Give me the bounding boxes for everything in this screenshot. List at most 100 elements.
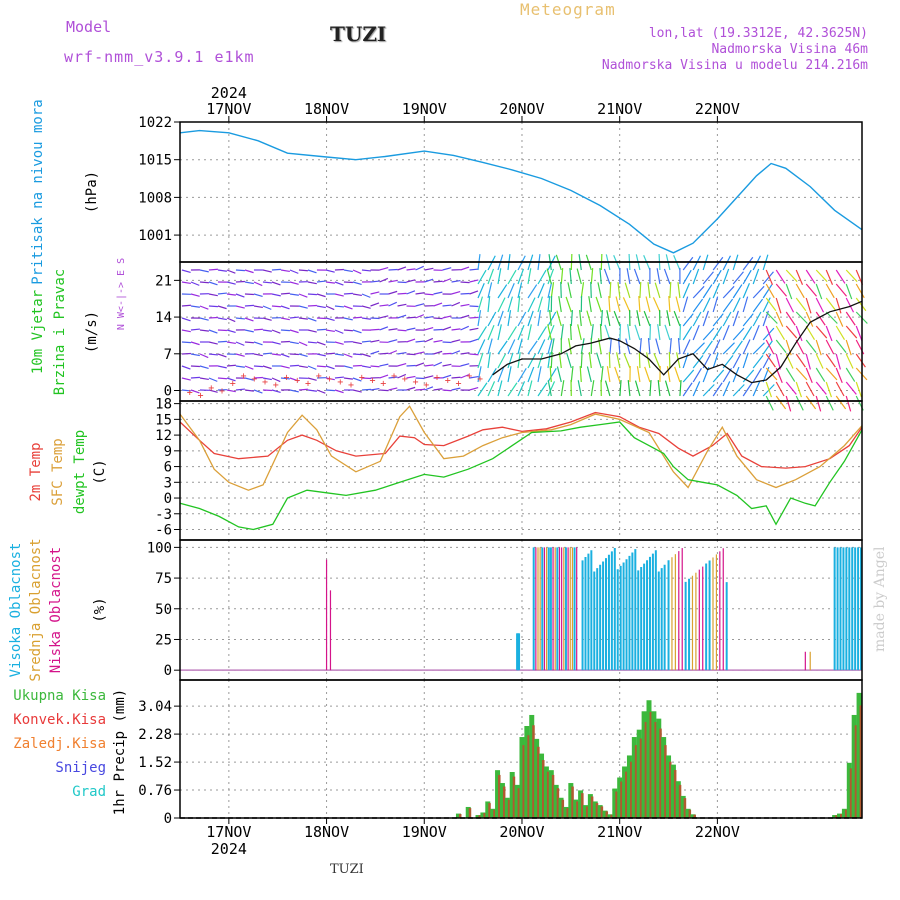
- wind-arrow: [742, 326, 753, 341]
- pressure-ytick-label: 1015: [138, 153, 172, 169]
- wind-arrow: [722, 311, 732, 327]
- wind-arrow: [762, 284, 773, 299]
- precip-bar: [573, 799, 579, 818]
- precip-legend-item: Snijeg: [55, 760, 106, 776]
- wind-arrow: [181, 329, 191, 333]
- wind-arrow: [325, 352, 335, 355]
- precip-conv-bar: [517, 788, 521, 818]
- wind-arrow: [762, 340, 773, 355]
- wind-arrow: [644, 366, 651, 383]
- precip-bar: [602, 810, 608, 818]
- low-cloud-ylabel: Niska Oblacnost: [48, 547, 64, 673]
- wind-arrow: [397, 314, 407, 319]
- wind-arrow: [775, 325, 786, 341]
- wind-arrow: [775, 395, 787, 410]
- wind-arrow: [477, 269, 487, 285]
- wind-arrow: [442, 315, 452, 319]
- wind-arrow: [334, 341, 344, 345]
- wind-arrow: [547, 352, 551, 369]
- wind-arrow: [675, 296, 681, 313]
- wind-arrow: [692, 311, 702, 327]
- wind-arrow: [262, 352, 272, 355]
- precip-legend-item: Ukupna Kisa: [13, 688, 106, 704]
- precip-conv-bar: [620, 781, 623, 818]
- precip-bar: [553, 784, 559, 818]
- wind-arrow: [567, 338, 572, 355]
- wind-arrow: [497, 268, 502, 285]
- wind-arrow: [623, 352, 631, 369]
- temp2m-line: [179, 411, 863, 469]
- wind-arrow: [406, 338, 416, 343]
- wind-arrow: [469, 268, 479, 271]
- wind-arrow: [451, 290, 461, 295]
- precip-bar: [543, 766, 549, 818]
- wind-arrow: [682, 326, 693, 341]
- wind-arrow: [712, 352, 719, 369]
- wind-arrow: [442, 278, 452, 283]
- wind-arrow: [765, 269, 774, 285]
- wind-arrow: [244, 377, 254, 381]
- wind-arrow: [785, 311, 796, 326]
- wind-arrow: [560, 268, 564, 285]
- precip-conv-bar: [546, 771, 550, 818]
- precip-ytick-label: 1.52: [138, 755, 172, 771]
- wind-arrow: [271, 268, 281, 271]
- wind-arrow: [487, 352, 491, 369]
- precip-ylabel: 1hr Precip (mm): [112, 689, 128, 815]
- cloud-ytick-label: 75: [155, 571, 172, 587]
- wind-arrow: [752, 311, 762, 327]
- wind-arrow: [199, 317, 209, 321]
- wind-arrow: [208, 377, 218, 382]
- temperature-ytick-label: 12: [155, 428, 172, 444]
- wind-arrow: [613, 310, 621, 327]
- wind-arrow: [271, 329, 281, 334]
- wind-arrow: [815, 395, 822, 412]
- wind-arrow: [280, 353, 290, 358]
- meteogram-title: Meteogram: [520, 0, 616, 19]
- x-label-top: 20NOV: [499, 100, 544, 118]
- wind-calm-mark: +: [348, 380, 354, 391]
- wind-arrow: [785, 325, 798, 339]
- wind-arrow: [567, 282, 572, 299]
- wind-arrow: [316, 280, 326, 283]
- wind-arrow: [361, 269, 371, 272]
- wind-arrow: [775, 297, 782, 314]
- wind-arrow: [682, 283, 690, 299]
- wind-arrow: [765, 297, 777, 312]
- x-label-bottom: 19NOV: [402, 823, 447, 841]
- wind-arrow: [682, 269, 692, 285]
- precip-bar: [656, 718, 662, 818]
- wind-arrow: [855, 325, 863, 342]
- wind-arrow: [424, 315, 434, 319]
- wind-ytick-label: 7: [164, 347, 172, 363]
- precip-conv-bar: [542, 760, 545, 818]
- wind-arrow: [379, 374, 389, 379]
- wind-arrow: [361, 317, 371, 320]
- wind-arrow: [217, 377, 227, 380]
- wind-arrow: [606, 310, 611, 327]
- wind-arrow: [775, 311, 784, 327]
- wind-arrow: [352, 316, 362, 319]
- wind-arrow: [253, 281, 263, 287]
- wind-arrow: [556, 366, 562, 383]
- wind-arrow: [722, 285, 735, 299]
- wind-arrow: [217, 353, 227, 358]
- wind-arrow: [547, 296, 551, 313]
- wind-arrow: [742, 296, 749, 313]
- wind-arrow: [370, 387, 380, 391]
- wind-arrow: [415, 388, 425, 391]
- precip-bar: [851, 714, 857, 818]
- wind-arrow: [507, 310, 512, 327]
- wind-arrow: [815, 325, 828, 339]
- wind-arrow: [845, 311, 856, 326]
- wind-arrow: [835, 311, 844, 327]
- precip-bar: [592, 801, 598, 818]
- wind-calm-mark: +: [445, 375, 451, 386]
- wind-arrow: [636, 366, 641, 383]
- wind-arrow: [732, 384, 745, 397]
- wind-calm-mark: +: [369, 375, 375, 386]
- wind-arrow: [451, 279, 461, 283]
- wind-arrow: [253, 341, 263, 346]
- wind-arrow: [497, 297, 506, 313]
- wind-arrow: [722, 342, 735, 355]
